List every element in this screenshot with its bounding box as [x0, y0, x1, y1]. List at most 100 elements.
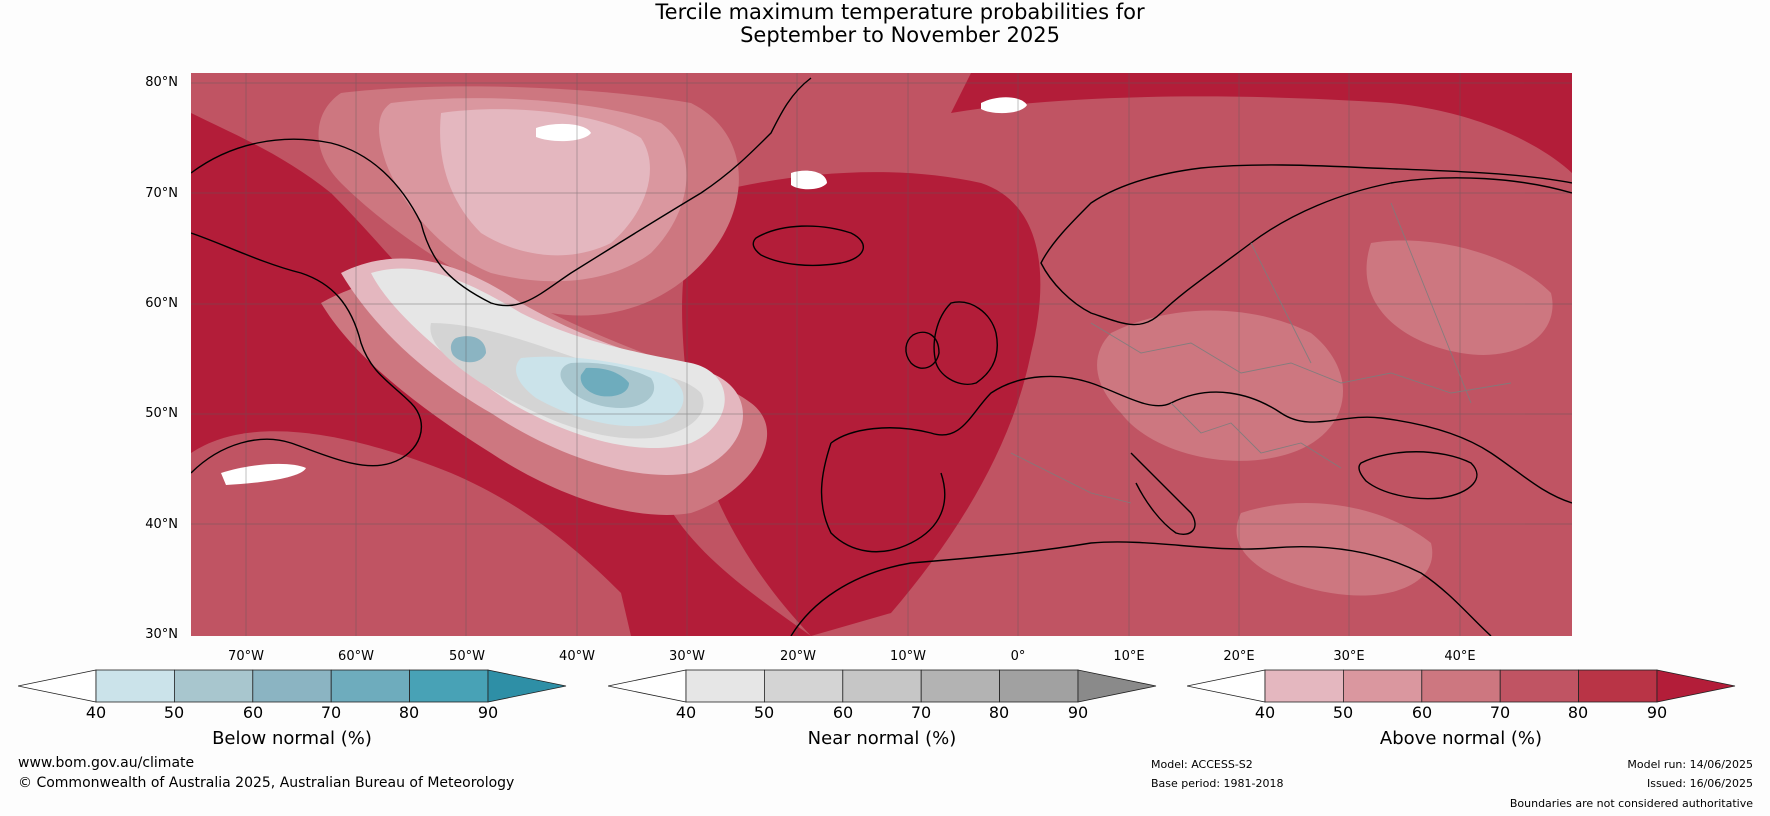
lat-label-40n: 40°N — [145, 517, 178, 532]
cb-below-tick-80: 80 — [398, 703, 420, 722]
cb-below-tick-40: 40 — [85, 703, 107, 722]
cb-near-bin-1 — [685, 669, 765, 703]
shade-near-spot-2 — [981, 97, 1027, 114]
colorbar-near-normal — [608, 669, 1157, 703]
italy-coast — [1130, 452, 1196, 535]
scandinavia-coast — [1040, 164, 1572, 326]
cb-above-tick-50: 50 — [1332, 703, 1354, 722]
cb-below-extend-high — [487, 669, 567, 703]
lon-label-40e: 40°E — [1444, 649, 1476, 664]
shade-above-70-80-south — [191, 431, 631, 636]
cb-above-bin-4 — [1499, 669, 1580, 703]
cb-below-bin-5 — [409, 669, 489, 703]
cb-above-tick-70: 70 — [1489, 703, 1511, 722]
lon-label-60w: 60°W — [338, 649, 374, 664]
shade-above-90-north — [951, 73, 1572, 173]
boundary-line-1 — [1090, 322, 1512, 394]
shade-above-90-atlantic — [682, 172, 1041, 636]
cb-below-extend-low — [18, 669, 97, 703]
boundaries-disclaimer: Boundaries are not considered authoritat… — [1509, 797, 1753, 810]
africa-coast — [790, 541, 1492, 636]
cb-above-bin-1 — [1264, 669, 1344, 703]
cb-below-bin-3 — [252, 669, 332, 703]
country-boundaries — [1010, 202, 1512, 504]
cb-near-bin-3 — [842, 669, 922, 703]
colorbar-above-normal — [1187, 669, 1736, 703]
lon-label-20w: 20°W — [780, 649, 816, 664]
cb-near-label: Near normal (%) — [807, 728, 957, 749]
iberia-coast — [820, 442, 946, 553]
boundary-line-5 — [1010, 452, 1132, 504]
cb-below-tick-70: 70 — [320, 703, 342, 722]
lon-label-0: 0° — [1010, 649, 1026, 664]
cb-below-tick-60: 60 — [242, 703, 264, 722]
colorbar-below-normal — [18, 669, 567, 703]
lat-label-80n: 80°N — [145, 75, 178, 90]
cb-above-tick-80: 80 — [1567, 703, 1589, 722]
map-title-line1: Tercile maximum temperature probabilitie… — [655, 0, 1145, 24]
cb-above-tick-90: 90 — [1646, 703, 1668, 722]
map-title-line2: September to November 2025 — [740, 23, 1060, 47]
canada-coast — [191, 232, 422, 474]
cb-above-label: Above normal (%) — [1379, 728, 1543, 749]
model-name: Model: ACCESS-S2 — [1151, 758, 1253, 771]
cb-below-bin-4 — [330, 669, 411, 703]
lat-label-60n: 60°N — [145, 296, 178, 311]
copyright-text: © Commonwealth of Australia 2025, Austra… — [18, 775, 515, 791]
greenland-coast — [191, 77, 812, 307]
cb-near-tick-40: 40 — [675, 703, 697, 722]
cb-near-extend-low — [608, 669, 687, 703]
issued-date: Issued: 16/06/2025 — [1646, 777, 1753, 790]
cb-below-tick-50: 50 — [163, 703, 185, 722]
shade-above-60-70-east — [1366, 240, 1553, 355]
shade-near-spot-4 — [221, 463, 306, 485]
lon-label-30e: 30°E — [1333, 649, 1365, 664]
model-run-date: Model run: 14/06/2025 — [1627, 758, 1753, 771]
iceland-coast — [752, 225, 864, 267]
cb-above-extend-high — [1656, 669, 1736, 703]
cb-above-bin-3 — [1421, 669, 1501, 703]
cb-near-tick-80: 80 — [988, 703, 1010, 722]
cb-below-bin-1 — [95, 669, 175, 703]
boundary-line-4 — [1390, 202, 1472, 404]
cb-near-bin-5 — [999, 669, 1079, 703]
boundary-line-2 — [1170, 402, 1342, 469]
lon-label-70w: 70°W — [228, 649, 264, 664]
boundary-line-3 — [1250, 242, 1312, 364]
shade-near-spot-1 — [791, 170, 827, 190]
cb-near-tick-50: 50 — [753, 703, 775, 722]
cb-near-tick-90: 90 — [1067, 703, 1089, 722]
probability-map — [191, 73, 1572, 636]
lon-label-10e: 10°E — [1113, 649, 1145, 664]
shade-below-70-80 — [580, 367, 629, 397]
base-period: Base period: 1981-2018 — [1151, 777, 1284, 790]
british-isles-coast — [933, 301, 998, 385]
cb-near-tick-70: 70 — [910, 703, 932, 722]
cb-below-tick-90: 90 — [477, 703, 499, 722]
lon-label-40w: 40°W — [559, 649, 595, 664]
lon-label-30w: 30°W — [669, 649, 705, 664]
lat-label-70n: 70°N — [145, 186, 178, 201]
cb-below-label: Below normal (%) — [212, 728, 372, 749]
cb-below-bin-2 — [173, 669, 254, 703]
shade-above-60-70-europe — [1097, 310, 1344, 461]
black-sea-coast — [1358, 451, 1478, 500]
cb-near-bin-2 — [763, 669, 844, 703]
cb-near-tick-60: 60 — [832, 703, 854, 722]
shade-above-60-70-med — [1236, 503, 1433, 596]
website-link[interactable]: www.bom.gov.au/climate — [18, 755, 195, 771]
lon-label-50w: 50°W — [449, 649, 485, 664]
lat-label-30n: 30°N — [145, 627, 178, 642]
cb-above-bin-5 — [1578, 669, 1658, 703]
shade-below-small — [450, 336, 486, 363]
cb-near-bin-4 — [920, 669, 1001, 703]
cb-near-extend-high — [1077, 669, 1157, 703]
cb-above-bin-2 — [1342, 669, 1423, 703]
shade-above-40-50-greenland — [440, 109, 650, 256]
map-svg — [191, 73, 1572, 636]
cb-above-tick-40: 40 — [1254, 703, 1276, 722]
cb-above-extend-low — [1187, 669, 1266, 703]
lon-label-20e: 20°E — [1223, 649, 1255, 664]
lat-label-50n: 50°N — [145, 406, 178, 421]
lon-label-10w: 10°W — [890, 649, 926, 664]
